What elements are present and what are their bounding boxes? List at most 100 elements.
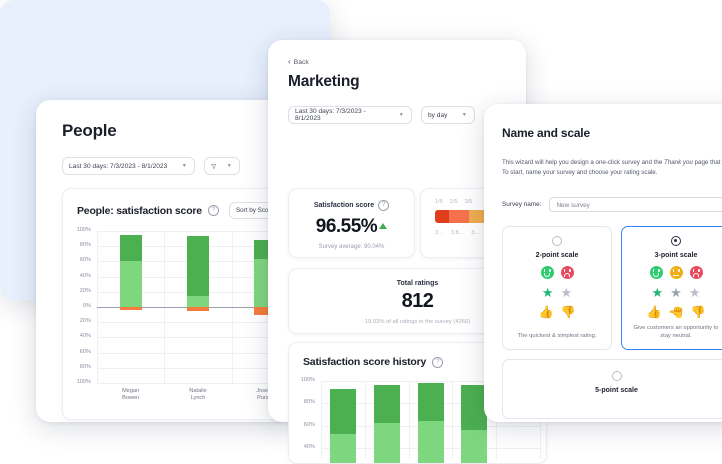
satisfaction-score-header: Satisfaction score ? <box>289 200 414 211</box>
y-axis-label: 20% <box>79 287 91 294</box>
gridline <box>97 322 299 324</box>
scale-option-5-point[interactable]: 5-point scale <box>502 359 722 419</box>
bar-segment-light <box>461 430 488 463</box>
filter-icon <box>211 163 217 169</box>
people-chart-title: People: satisfaction score <box>77 204 202 217</box>
star-grey-icon: ★ <box>560 285 573 300</box>
wizard-body-1: This wizard will help you design a one-c… <box>502 159 664 166</box>
satisfaction-score-sub: Survey average: 90.04% <box>318 244 385 250</box>
granularity-value: by day <box>428 111 448 119</box>
gridline <box>452 381 454 459</box>
distribution-subtick: 3.8... <box>450 230 464 236</box>
chevron-down-icon: ▼ <box>462 111 468 118</box>
people-panel: People Last 30 days: 7/3/2023 - 8/1/2023… <box>36 100 310 422</box>
thumb-side-icon: 👍 <box>668 305 683 320</box>
scale-5-point-label: 5-point scale <box>595 387 638 394</box>
thumb-icons-2: 👍 👎 <box>503 306 611 319</box>
happy-face-icon <box>649 266 663 279</box>
bar-segment-light <box>119 260 142 307</box>
y-axis-label: 40% <box>79 333 91 340</box>
gridline <box>97 383 299 384</box>
trend-up-icon <box>379 222 388 229</box>
x-axis-label: Megan Bowen <box>122 388 140 401</box>
bar <box>329 373 356 463</box>
bar-segment-light <box>373 423 400 463</box>
satisfaction-score-value-row: 96.55% <box>289 216 414 238</box>
thumb-down-icon: 👎 <box>690 305 706 319</box>
star-grey-icon: ★ <box>688 285 701 300</box>
bar <box>119 231 142 383</box>
help-icon[interactable]: ? <box>432 356 444 368</box>
thumb-up-icon: 👍 <box>646 305 662 319</box>
marketing-controls: Last 30 days: 7/3/2023 - 8/1/2023 ▼ by d… <box>288 106 526 124</box>
bar-segment-negative <box>254 307 277 315</box>
y-axis-label: 80% <box>79 242 91 249</box>
scale-options: 2-point scale ★ ★ 👍 👎 The quickest & sim… <box>502 226 722 350</box>
y-axis-label: 60% <box>79 257 91 264</box>
x-axis-label: Joseph Purser <box>256 388 275 401</box>
bar-segment-light <box>329 434 356 463</box>
y-axis-label: 100% <box>300 377 315 383</box>
marketing-daterange-select[interactable]: Last 30 days: 7/3/2023 - 8/1/2023 ▼ <box>288 106 412 124</box>
satisfaction-score-label: Satisfaction score <box>313 202 375 209</box>
marketing-panel: ‹ Back Marketing Last 30 days: 7/3/2023 … <box>268 40 547 464</box>
y-axis-label: 80% <box>79 363 91 370</box>
distribution-bottom-ticks: 3... 3.8... 3... <box>435 230 546 236</box>
x-axis-label: Natalie Lynch <box>189 388 207 401</box>
gridline <box>364 381 366 459</box>
people-filter-button[interactable]: ▼ <box>204 157 240 175</box>
gridline <box>97 337 299 339</box>
distribution-tick: 1/5 <box>435 199 443 205</box>
neutral-face-icon <box>669 266 683 279</box>
people-daterange-select[interactable]: Last 30 days: 7/3/2023 - 8/1/2023 ▼ <box>62 157 195 175</box>
people-controls: Last 30 days: 7/3/2023 - 8/1/2023 ▼ ▼ <box>62 157 292 175</box>
distribution-segment <box>449 210 469 223</box>
bar-segment-light <box>417 421 444 463</box>
radio-3-point[interactable] <box>671 236 681 246</box>
distribution-tick: 2/5 <box>449 199 458 205</box>
scale-option-2-point[interactable]: 2-point scale ★ ★ 👍 👎 The quickest & sim… <box>502 226 612 350</box>
satisfaction-score-card: Satisfaction score ? 96.55% Survey avera… <box>288 188 415 258</box>
sad-face-icon <box>689 266 703 279</box>
survey-name-row: Survey name: New survey <box>502 197 722 212</box>
back-button[interactable]: ‹ Back <box>288 58 526 66</box>
y-axis-label: 40% <box>79 272 91 279</box>
y-axis-label: 60% <box>79 348 91 355</box>
gridline <box>97 231 299 232</box>
distribution-subtick: 3... <box>435 230 443 236</box>
star-filled-icon: ★ <box>541 285 554 300</box>
chevron-down-icon: ▼ <box>399 111 405 118</box>
marketing-title: Marketing <box>288 73 360 90</box>
radio-2-point[interactable] <box>552 236 562 246</box>
thumb-up-icon: 👍 <box>538 305 554 319</box>
scale-2-point-desc: The quickest & simplest rating. <box>517 333 597 339</box>
satisfaction-score-value: 96.55% <box>315 216 378 237</box>
happy-face-icon <box>540 266 554 279</box>
total-ratings-value: 812 <box>401 290 434 312</box>
face-icons-3 <box>622 266 722 279</box>
face-icons-2 <box>503 266 611 279</box>
survey-name-input[interactable]: New survey <box>549 197 722 212</box>
bar-segment-dark <box>417 383 444 422</box>
history-header: Satisfaction score history ? <box>289 343 546 368</box>
thumb-icons-3: 👍 👍 👎 <box>622 305 722 320</box>
help-icon[interactable]: ? <box>378 200 390 211</box>
y-axis-label: 20% <box>79 318 91 325</box>
star-filled-icon: ★ <box>651 285 664 300</box>
gridline <box>321 381 540 382</box>
y-axis-label: 60% <box>303 421 315 428</box>
wizard-body-2: page that ap <box>694 159 722 166</box>
bar-segment-negative <box>119 307 142 311</box>
wizard-body-italic: Thank you <box>663 159 693 166</box>
y-axis-label: 100% <box>76 379 91 385</box>
granularity-select[interactable]: by day ▼ <box>421 106 475 124</box>
chevron-down-icon: ▼ <box>227 162 233 169</box>
scale-3-point-desc: Give customers an opportunity to stay ne… <box>633 325 719 339</box>
radio-5-point[interactable] <box>611 371 622 381</box>
help-icon[interactable]: ? <box>207 205 219 216</box>
gridline <box>408 381 410 459</box>
scale-option-3-point[interactable]: 3-point scale ★ ★ ★ 👍 👍 👎 Give customers… <box>621 226 722 350</box>
distribution-segment <box>435 210 449 223</box>
star-icons-2: ★ ★ <box>503 286 611 299</box>
bar-segment-dark <box>373 385 400 424</box>
